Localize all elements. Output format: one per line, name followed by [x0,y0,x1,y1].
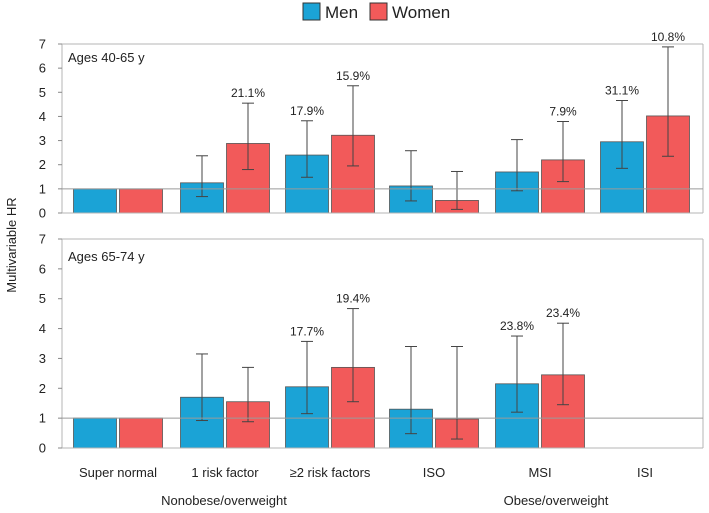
group-label-obese: Obese/overweight [504,493,609,508]
legend: Men Women [302,2,450,22]
y-tick-label: 2 [39,157,46,172]
y-tick-label: 7 [39,232,46,247]
panel-title: Ages 40-65 y [68,50,145,65]
y-axis-label: Multivariable HR [4,197,19,292]
y-tick-label: 4 [39,321,46,336]
data-label: 15.9% [336,69,370,83]
bar-women [119,188,163,214]
bar-men [73,188,117,214]
data-label: 21.1% [231,86,265,100]
y-tick-label: 6 [39,61,46,76]
data-label: 17.9% [290,104,324,118]
bar-men [73,417,117,449]
data-label: 23.8% [500,319,534,333]
x-tick-label: MSI [528,465,551,480]
data-label: 19.4% [336,292,370,306]
legend-label-men: Men [325,3,358,22]
panel-ages-40-65: Ages 40-65 y 0 1 2 3 4 5 6 7 17.9% 31.1% 21.1% 15.9… [39,30,704,221]
y-tick-label: 3 [39,133,46,148]
x-tick-label: ISI [637,465,653,480]
group-label-nonobese: Nonobese/overweight [161,493,287,508]
y-tick-label: 7 [39,37,46,52]
y-tick-label: 5 [39,291,46,306]
data-label: 17.7% [290,324,324,338]
y-tick-label: 1 [39,411,46,426]
legend-swatch-men [302,2,321,21]
x-tick-label: 1 risk factor [191,465,259,480]
panel-ages-65-74: Ages 65-74 y 0 1 2 3 4 5 6 7 17.7% 23.8% 19.4% 23.4… [39,232,704,456]
x-tick-label: ISO [423,465,445,480]
y-tick-label: 2 [39,381,46,396]
x-tick-label: ≥2 risk factors [290,465,371,480]
bar-women [119,417,163,449]
data-label: 10.8% [651,30,685,44]
x-axis: Super normal 1 risk factor ≥2 risk facto… [79,465,653,508]
bar-men [495,171,539,214]
legend-label-women: Women [392,3,450,22]
data-label: 23.4% [546,306,580,320]
y-tick-label: 3 [39,351,46,366]
y-tick-label: 0 [39,441,46,456]
legend-swatch-women [369,2,388,21]
data-label: 31.1% [605,83,639,97]
y-tick-label: 5 [39,85,46,100]
y-tick-label: 0 [39,206,46,221]
y-tick-label: 4 [39,109,46,124]
panel-title: Ages 65-74 y [68,249,145,264]
x-tick-label: Super normal [79,465,157,480]
y-tick-label: 1 [39,181,46,196]
data-label: 7.9% [549,104,577,118]
y-tick-label: 6 [39,261,46,276]
